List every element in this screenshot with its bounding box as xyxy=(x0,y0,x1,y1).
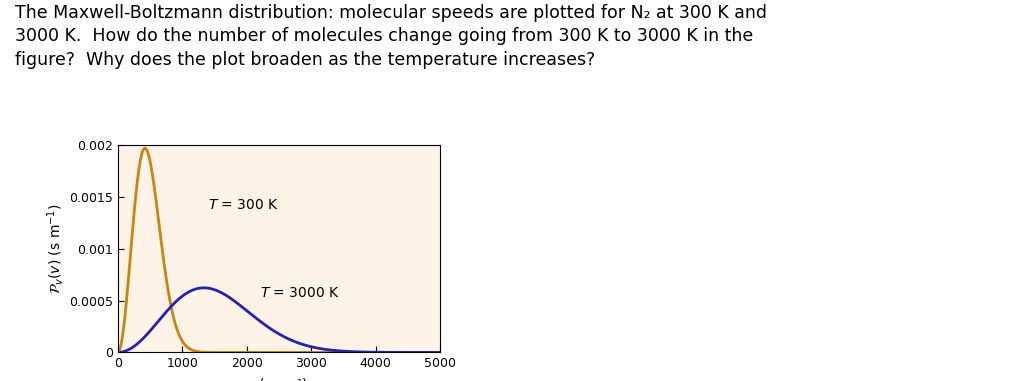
X-axis label: $v$(m s⁻¹): $v$(m s⁻¹) xyxy=(250,376,308,381)
Text: $T$ = 3000 K: $T$ = 3000 K xyxy=(260,286,340,300)
Y-axis label: $\mathcal{P}_v(v)$ (s m$^{-1}$): $\mathcal{P}_v(v)$ (s m$^{-1}$) xyxy=(45,203,67,294)
Text: The Maxwell-Boltzmann distribution: molecular speeds are plotted for N₂ at 300 K: The Maxwell-Boltzmann distribution: mole… xyxy=(15,4,767,69)
Text: $T$ = 300 K: $T$ = 300 K xyxy=(208,198,280,212)
